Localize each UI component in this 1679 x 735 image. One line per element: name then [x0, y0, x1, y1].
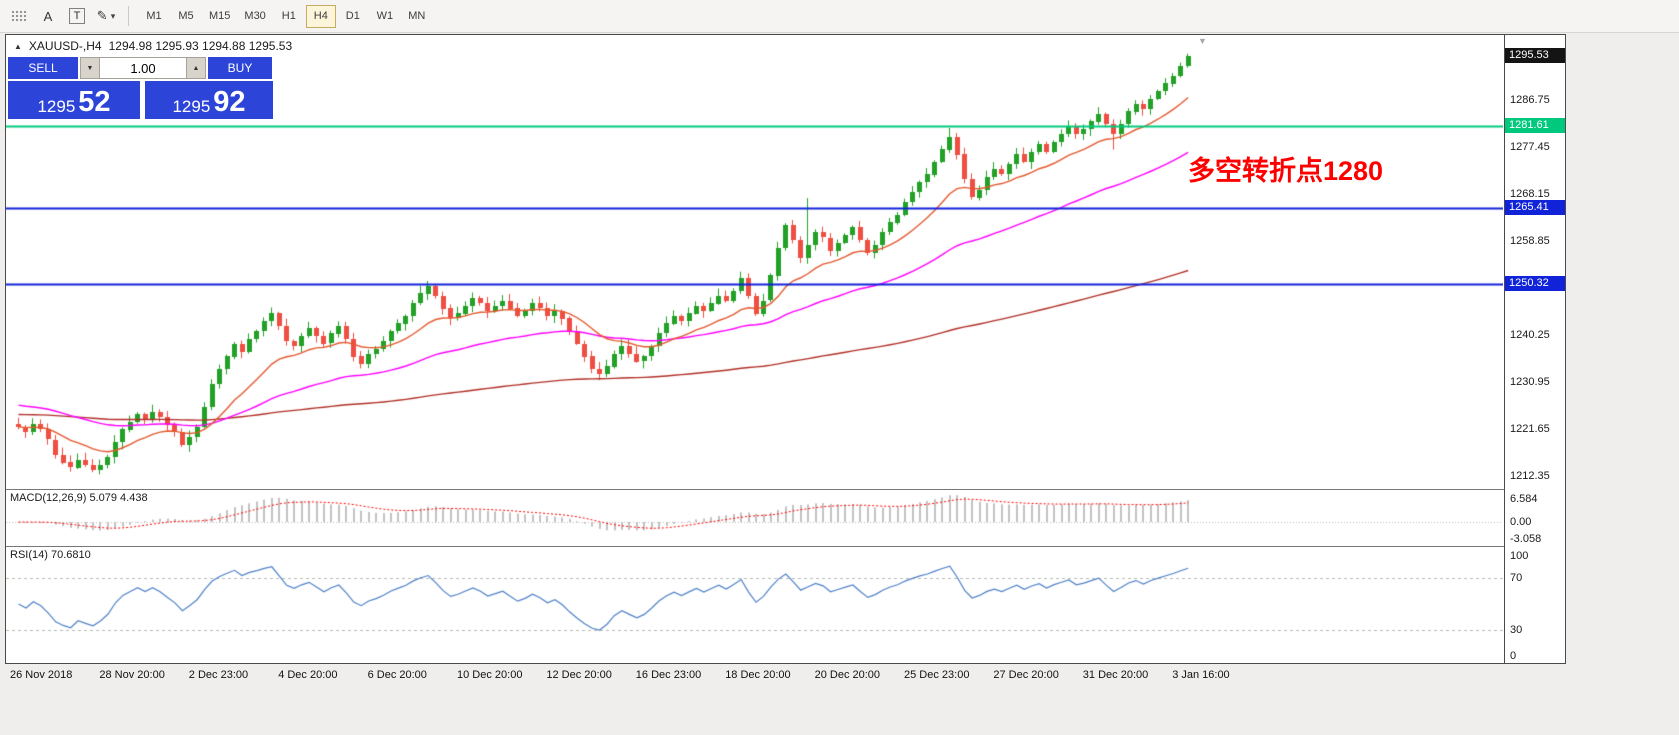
toolbar: A T ✎ ▾ M1 M5 M15 M30 H1 H4 D1 W1 MN	[0, 0, 1679, 33]
pane-splitter[interactable]	[6, 546, 1565, 547]
dotted-grid-icon	[10, 9, 28, 23]
timeframe-button-mn[interactable]: MN	[402, 5, 432, 28]
timeframe-button-m15[interactable]: M15	[203, 5, 236, 28]
time-axis-label: 12 Dec 20:00	[546, 669, 612, 681]
time-axis-label: 18 Dec 20:00	[725, 669, 791, 681]
rsi-axis-label: 100	[1510, 550, 1529, 562]
price-axis-label: 1230.95	[1510, 376, 1550, 388]
timeframe-button-m5[interactable]: M5	[171, 5, 201, 28]
price-scale[interactable]: 1286.75 1277.45 1268.15 1258.85 1240.25 1230.…	[1504, 35, 1565, 663]
timeframe-group: M1 M5 M15 M30 H1 H4 D1 W1 MN	[139, 4, 434, 28]
blue-level-tag-lower: 1250.32	[1505, 276, 1565, 291]
timeframe-button-h4[interactable]: H4	[305, 4, 336, 28]
price-axis-label: 1258.85	[1510, 235, 1550, 247]
rsi-axis-label: 0	[1510, 650, 1517, 662]
time-axis-label: 2 Dec 23:00	[188, 669, 249, 681]
macd-label: MACD(12,26,9) 5.079 4.438	[10, 492, 148, 504]
chart-ohlc-values: 1294.98 1295.93 1294.88 1295.53	[108, 39, 293, 53]
draw-tools-dropdown[interactable]: ✎ ▾	[93, 4, 119, 28]
volume-down-button[interactable]: ▼	[80, 57, 100, 79]
sell-price-main: 1295	[37, 97, 76, 117]
volume-input[interactable]	[100, 57, 186, 79]
macd-axis-label: 0.00	[1510, 516, 1532, 528]
buy-price-pips: 92	[213, 86, 246, 119]
sell-button[interactable]: SELL	[8, 57, 78, 79]
pane-splitter[interactable]	[6, 489, 1565, 490]
macd-pane: MACD(12,26,9) 5.079 4.438	[6, 490, 1503, 546]
current-price-tag: 1295.53	[1505, 48, 1565, 63]
rsi-axis-label: 30	[1510, 624, 1523, 636]
buy-price-main: 1295	[172, 97, 211, 117]
macd-axis-label: -3.058	[1510, 533, 1542, 545]
chart-annotation-text: 多空转折点1280	[1188, 156, 1384, 186]
text-tool-button[interactable]: A	[35, 4, 61, 28]
timeframe-button-m30[interactable]: M30	[238, 5, 271, 28]
sell-price-pips: 52	[78, 86, 111, 119]
caret-down-icon: ▾	[110, 10, 116, 21]
green-level-tag: 1281.61	[1505, 118, 1565, 133]
price-axis-label: 1277.45	[1510, 141, 1550, 153]
chart-grid-button[interactable]	[6, 4, 32, 28]
price-axis-label: 1240.25	[1510, 329, 1550, 341]
one-click-trading-panel: SELL ▼ ▲ BUY 1295 52 1295 92	[8, 57, 278, 119]
timeframe-button-d1[interactable]: D1	[338, 5, 368, 28]
toolbar-separator	[128, 6, 129, 26]
chart-symbol-timeframe: XAUUSD-,H4	[28, 39, 102, 53]
blue-level-tag-upper: 1265.41	[1505, 200, 1565, 215]
rsi-label: RSI(14) 70.6810	[10, 549, 91, 561]
time-axis-label: 16 Dec 23:00	[635, 669, 702, 681]
chart-window: ▼ ▲ XAUUSD-,H4 1294.98 1295.93 1294.88 1…	[5, 34, 1566, 664]
chart-title: ▲ XAUUSD-,H4 1294.98 1295.93 1294.88 129…	[14, 39, 292, 53]
macd-canvas[interactable]	[6, 490, 1503, 546]
time-axis-label: 20 Dec 20:00	[814, 669, 881, 681]
rsi-pane: RSI(14) 70.6810	[6, 547, 1503, 663]
time-axis-label: 28 Nov 20:00	[99, 669, 165, 681]
timeframe-button-m1[interactable]: M1	[139, 5, 169, 28]
pencil-icon: ✎	[96, 8, 108, 23]
rsi-axis-label: 70	[1510, 572, 1523, 584]
trade-prices-row: 1295 52 1295 92	[8, 81, 278, 119]
time-axis-label: 3 Jan 16:00	[1172, 669, 1230, 681]
letter-a-icon: A	[43, 8, 53, 24]
one-click-collapse-icon[interactable]: ▲	[14, 41, 22, 51]
time-axis-label: 31 Dec 20:00	[1082, 669, 1149, 681]
timeframe-button-w1[interactable]: W1	[370, 5, 400, 28]
time-axis-label: 4 Dec 20:00	[278, 669, 338, 681]
time-axis-label: 27 Dec 20:00	[993, 669, 1059, 681]
time-axis-label: 25 Dec 23:00	[904, 669, 970, 681]
boxed-t-icon: T	[69, 8, 85, 24]
time-scale[interactable]: 26 Nov 2018 28 Nov 20:00 2 Dec 23:00 4 Dec …	[6, 666, 1503, 686]
price-axis-label: 1221.65	[1510, 423, 1550, 435]
chart-shift-marker[interactable]: ▼	[1198, 36, 1207, 46]
trade-controls-row: SELL ▼ ▲ BUY	[8, 57, 278, 79]
time-axis-label: 26 Nov 2018	[10, 669, 73, 681]
time-axis-label: 10 Dec 20:00	[457, 669, 523, 681]
time-axis-label: 6 Dec 20:00	[367, 669, 427, 681]
macd-axis-label: 6.584	[1510, 493, 1538, 505]
rsi-canvas[interactable]	[6, 547, 1503, 663]
sell-price-display[interactable]: 1295 52	[8, 81, 140, 119]
buy-button[interactable]: BUY	[208, 57, 272, 79]
volume-up-button[interactable]: ▲	[186, 57, 206, 79]
price-pane: ▼ ▲ XAUUSD-,H4 1294.98 1295.93 1294.88 1…	[6, 35, 1503, 489]
timeframe-button-h1[interactable]: H1	[274, 5, 304, 28]
price-axis-label: 1286.75	[1510, 94, 1550, 106]
label-tool-button[interactable]: T	[64, 4, 90, 28]
price-axis-label: 1268.15	[1510, 188, 1550, 200]
buy-price-display[interactable]: 1295 92	[145, 81, 273, 119]
price-axis-label: 1212.35	[1510, 470, 1550, 482]
